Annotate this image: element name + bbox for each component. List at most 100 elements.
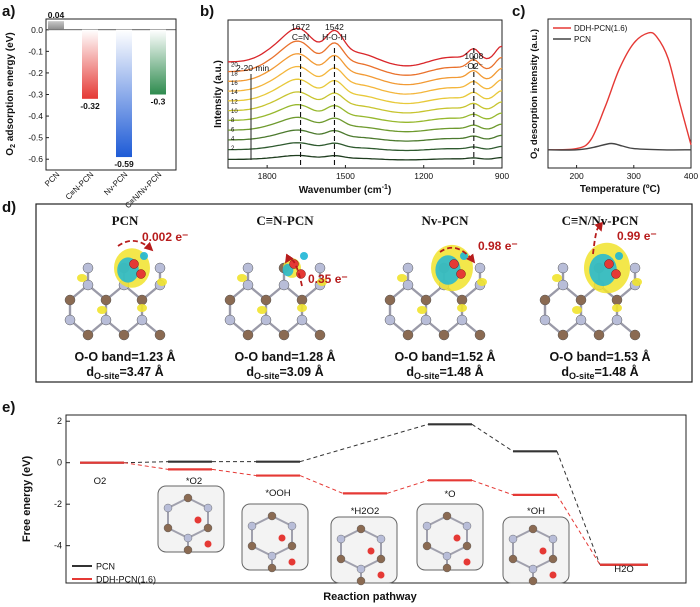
panel-d-lobe-small [300,252,308,260]
panel-d-charge-arrow [117,240,154,252]
chart-b-time-label: 12 [231,100,238,106]
panel-d-atom [456,314,468,326]
panel-d-band-label: O-O band=1.53 Å [549,349,650,364]
chart-e-ytick-label: -2 [54,499,62,509]
chart-e-inset-atom [183,533,193,543]
panel-d-structure: Nv-PCN 0.98 e⁻ O-O band=1.52 ÅdO-site=1.48… [384,213,518,381]
panel-d-atom [384,294,396,306]
panel-d-atom [118,329,130,341]
chart-b-x-axis: 1800 1500 1200 900 [258,165,509,181]
panel-d-lobe-small [77,274,87,282]
chart-e-inset-oxygen [288,558,296,566]
chart-c-xtick-label: 300 [627,171,641,181]
chart-a-category-label: Nv-PCN [102,170,129,197]
panel-d-charge-label: 0.002 e⁻ [142,230,188,244]
panel-d-lobe-small [477,278,487,286]
chart-b-series-line [228,53,503,86]
panel-d-distance-label: dO-site=3.09 Å [246,364,323,381]
panel-label-b: b) [200,3,214,20]
panel-d-atom [64,314,76,326]
panel-d-lobe-small [612,304,622,312]
chart-b-series-line [228,116,503,133]
chart-e-structure-insets [157,485,570,586]
chart-e-legend-label: PCN [96,562,115,572]
panel-d-atom [82,279,94,291]
chart-e-inset-atom [528,524,538,534]
panel-d-lobe-small [397,274,407,282]
chart-b-time-label: 2 [231,146,235,152]
chart-b-time-label: 18 [231,72,238,78]
chart-b-series [227,27,503,161]
chart-b-series-line [228,142,503,152]
chart-c-legend-label: PCN [574,35,591,44]
panel-d-oxygen-atom [611,269,621,279]
chart-b-marker-sublabel: H-O-H [322,32,347,42]
panel-d-atom [82,262,94,274]
chart-e-inset-atom [336,554,346,564]
panel-d-structure: C≡N-PCN 0.35 e⁻ O-O band=1.28 ÅdO-site=3.0… [224,213,348,381]
chart-e-inset-atom [528,564,538,574]
panel-d-atom [575,314,587,326]
chart-c-legend-label: DDH-PCN(1.6) [574,24,628,33]
chart-e-inset-atom [163,523,173,533]
panel-d-lobe-small [417,306,427,314]
chart-e-connector [123,461,169,464]
chart-b-series-line [228,65,503,95]
chart-b-ylabel: Intensity (a.u.) [213,60,224,128]
panel-d-distance-label: dO-site=3.47 Å [86,364,163,381]
chart-e-structure-inset [241,503,309,573]
panel-d-atom [224,314,236,326]
chart-e-inset-oxygen [204,540,212,548]
panel-d-atom [384,314,396,326]
panel-d-lobe-cyan [435,255,461,285]
chart-e-structure-inset [330,516,398,586]
panel-d-atom [420,314,432,326]
chart-e-inset-atom [356,524,366,534]
panel-d-atom [557,262,569,274]
chart-b-xlabel: Wavenumber (cm-1) [299,184,392,196]
chart-b-xtick-label: 1800 [258,171,277,181]
panel-d-oxygen-atom [296,269,306,279]
chart-e-inset-oxygen [549,571,557,579]
panel-d-atom [82,329,94,341]
chart-b-marker-sublabel: ·O2⁻ [464,61,483,71]
chart-a-category-label: PCN [43,170,61,188]
chart-e-inset-atom [462,521,472,531]
chart-e-inset-atom [548,534,558,544]
chart-a-bar [150,29,166,95]
panel-d-atom [242,329,254,341]
chart-b-time-labels: 2 4 6 8 10 12 14 16 18 20 [231,62,238,152]
panel-d-band-label: O-O band=1.28 Å [234,349,335,364]
panel-d-atom [474,329,486,341]
chart-b-time-label: 6 [231,127,235,133]
chart-e-connector [556,451,601,565]
panel-d-atom [557,279,569,291]
panel-label-e: e) [2,399,15,416]
panel-label-d: d) [2,199,16,216]
panel-d-atom [557,329,569,341]
panel-d-atom [64,294,76,306]
chart-c-xlabel: Temperature (ºC) [580,184,660,195]
chart-e-legend-label: DDH-PCN(1.6) [96,575,156,585]
chart-c-frame [547,18,692,169]
chart-e-connector [299,475,344,494]
chart-b-marker-label: 1008 [464,51,483,61]
panel-d-atom [278,329,290,341]
chart-e-inset-atom [422,521,432,531]
panel-d-atom [296,294,308,306]
panel-d-structure-title: PCN [112,213,139,228]
panel-d-atom [100,294,112,306]
chart-e-connector [386,479,429,494]
chart-b-time-annotation: 2-20 min [236,63,269,73]
chart-a-bars: 0.04PCN-0.32C≡N-PCN-0.59Nv-PCN-0.3C≡N/Nv… [43,10,166,210]
chart-e-step-label: O2 [94,476,107,487]
chart-e-inset-atom [163,503,173,513]
chart-b-xtick-label: 1500 [336,171,355,181]
chart-e-step-label: *H2O2 [351,506,380,517]
panel-d-lobe-small [237,274,247,282]
panel-label-c: c) [512,3,525,20]
chart-e-connector [471,479,514,496]
chart-e-ytick-label: -4 [54,541,62,551]
